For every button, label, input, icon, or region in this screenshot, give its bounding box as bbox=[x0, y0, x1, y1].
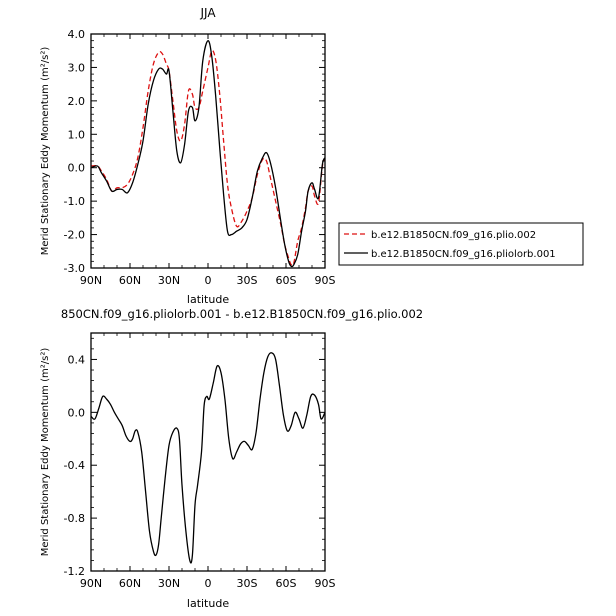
x-tick-label-top: 60N bbox=[119, 274, 141, 287]
x-tick-label-top: 90S bbox=[315, 274, 336, 287]
top-axes: 90N 60N 30N 0 30S 60S 90S 4.0 3.0 2.0 1.0 0.0 -1.0 -2… bbox=[64, 28, 336, 287]
y-tick-label-bottom: -0.4 bbox=[64, 459, 85, 472]
y-axis-label-top: Merid Stationary Eddy Momentum (m²/s²) bbox=[40, 47, 51, 256]
y-tick-label-top: 2.0 bbox=[68, 95, 86, 108]
y-tick-label-top: 3.0 bbox=[68, 61, 86, 74]
bottom-series-group bbox=[91, 352, 325, 564]
y-tick-label-top: 0.0 bbox=[68, 162, 86, 175]
chart-title-top: JJA bbox=[199, 6, 216, 20]
x-tick-label-bottom: 30S bbox=[237, 577, 258, 590]
x-tick-label-bottom: 60S bbox=[276, 577, 297, 590]
x-tick-label-bottom: 0 bbox=[205, 577, 212, 590]
y-tick-label-bottom: -0.8 bbox=[64, 512, 85, 525]
x-tick-label-top: 0 bbox=[205, 274, 212, 287]
y-axis-label-bottom: Merid Stationary Eddy Momentum (m²/s²) bbox=[40, 348, 51, 557]
top-series-group bbox=[91, 40, 325, 268]
x-axis-label-top: latitude bbox=[187, 293, 229, 306]
x-tick-label-bottom: 90S bbox=[315, 577, 336, 590]
series-line-bottom-0 bbox=[91, 352, 325, 564]
y-tick-label-top: 4.0 bbox=[68, 28, 86, 41]
y-tick-label-bottom: -1.2 bbox=[64, 565, 85, 578]
legend-box bbox=[338, 222, 584, 266]
x-tick-label-bottom: 30N bbox=[158, 577, 180, 590]
x-tick-label-top: 30N bbox=[158, 274, 180, 287]
y-tick-label-top: -2.0 bbox=[64, 229, 85, 242]
y-tick-label-bottom: 0.0 bbox=[68, 406, 86, 419]
series-line-top-0 bbox=[91, 49, 325, 267]
y-tick-label-bottom: 0.4 bbox=[68, 353, 86, 366]
legend-label-pliolorb: b.e12.B1850CN.f09_g16.pliolorb.001 bbox=[371, 249, 556, 260]
x-axis-label-bottom: latitude bbox=[187, 597, 229, 610]
y-tick-label-top: 1.0 bbox=[68, 128, 86, 141]
x-tick-label-bottom: 60N bbox=[119, 577, 141, 590]
legend-label-plio: b.e12.B1850CN.f09_g16.plio.002 bbox=[371, 230, 536, 241]
x-tick-label-top: 60S bbox=[276, 274, 297, 287]
x-tick-label-top: 30S bbox=[237, 274, 258, 287]
y-tick-label-top: -1.0 bbox=[64, 195, 85, 208]
chart-title-bottom: 850CN.f09_g16.pliolorb.001 - b.e12.B1850… bbox=[61, 307, 423, 321]
panel-top: JJA 90N 60N 30N 0 30S 60S 90S 4.0 3.0 2.0 1.0 0.0 -1… bbox=[40, 6, 336, 306]
legend: b.e12.B1850CN.f09_g16.plio.002 b.e12.B18… bbox=[338, 222, 584, 266]
bottom-plot-frame bbox=[90, 332, 326, 572]
panel-bottom: 850CN.f09_g16.pliolorb.001 - b.e12.B1850… bbox=[40, 307, 423, 610]
bottom-axes: 90N 60N 30N 0 30S 60S 90S 0.4 0.0 -0.4 -0.8 -1.2 bbox=[64, 333, 336, 590]
x-tick-label-bottom: 90N bbox=[80, 577, 102, 590]
y-tick-label-top: -3.0 bbox=[64, 262, 85, 275]
x-tick-label-top: 90N bbox=[80, 274, 102, 287]
series-line-top-1 bbox=[91, 40, 325, 268]
